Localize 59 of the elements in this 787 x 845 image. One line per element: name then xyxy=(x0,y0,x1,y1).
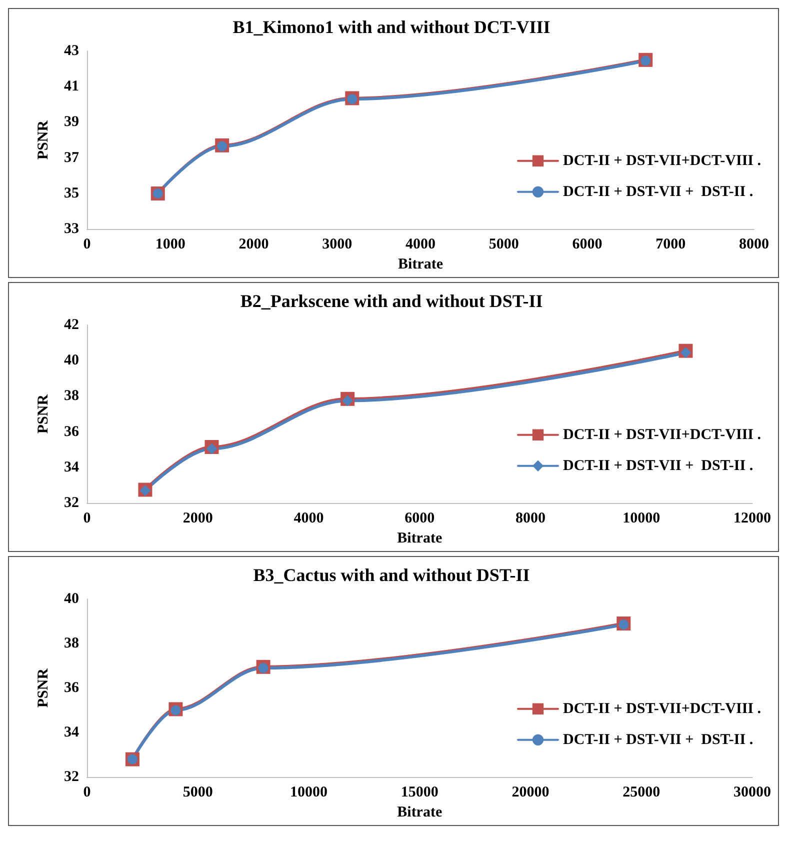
y-tick-label: 34 xyxy=(64,724,80,741)
y-tick-label: 42 xyxy=(64,317,79,333)
x-tick-label: 10000 xyxy=(290,784,328,801)
x-axis-title: Bitrate xyxy=(397,530,442,546)
legend-label: DCT-II + DST-VII + DST-II . xyxy=(563,732,754,748)
y-tick-label: 32 xyxy=(64,495,79,512)
point xyxy=(206,443,218,454)
y-tick-label: 43 xyxy=(64,43,79,59)
x-tick-label: 5000 xyxy=(488,236,519,253)
x-tick-label: 4000 xyxy=(294,510,324,527)
point xyxy=(680,347,692,358)
y-tick-label: 40 xyxy=(64,591,79,607)
y-axis-title: PSNR xyxy=(36,120,52,160)
y-tick-label: 36 xyxy=(64,680,80,696)
x-axis-title: Bitrate xyxy=(397,804,442,820)
y-tick-label: 34 xyxy=(64,459,80,476)
chart-title: B1_Kimono1 with and without DCT-VIII xyxy=(232,17,550,37)
x-tick-label: 5000 xyxy=(182,784,213,801)
y-axis-title: PSNR xyxy=(36,668,52,708)
x-tick-label: 2000 xyxy=(182,510,213,527)
x-tick-label: 8000 xyxy=(516,510,546,527)
y-tick-label: 40 xyxy=(64,352,79,369)
x-tick-label: 0 xyxy=(83,236,91,253)
x-tick-label: 12000 xyxy=(734,510,771,527)
x-tick-label: 15000 xyxy=(400,784,438,801)
y-tick-label: 39 xyxy=(64,114,79,130)
x-tick-label: 7000 xyxy=(656,236,686,253)
x-tick-label: 30000 xyxy=(734,784,771,801)
legend-label: DCT-II + DST-VII+DCT-VIII . xyxy=(563,426,762,443)
y-tick-label: 36 xyxy=(64,424,80,440)
legend-label: DCT-II + DST-VII+DCT-VIII . xyxy=(563,700,762,717)
chart-title: B2_Parkscene with and without DST-II xyxy=(240,291,543,311)
x-tick-label: 6000 xyxy=(572,236,602,253)
y-tick-label: 32 xyxy=(64,769,79,786)
y-tick-label: 35 xyxy=(64,185,79,202)
y-tick-label: 38 xyxy=(64,388,79,404)
x-tick-label: 0 xyxy=(83,510,91,527)
y-tick-label: 38 xyxy=(64,636,79,652)
legend-label: DCT-II + DST-VII + DST-II . xyxy=(563,184,754,200)
x-tick-label: 25000 xyxy=(622,784,660,801)
legend-label: DCT-II + DST-VII+DCT-VIII . xyxy=(563,152,762,169)
x-tick-label: 8000 xyxy=(739,236,769,253)
legend-label: DCT-II + DST-VII + DST-II . xyxy=(563,458,754,474)
y-tick-label: 33 xyxy=(64,221,79,238)
y-tick-label: 37 xyxy=(64,150,80,166)
x-axis-title: Bitrate xyxy=(398,256,444,272)
x-tick-label: 10000 xyxy=(622,510,660,527)
x-tick-label: 3000 xyxy=(322,236,352,253)
x-tick-label: 4000 xyxy=(406,236,436,253)
x-tick-label: 1000 xyxy=(155,236,186,253)
y-axis-title: PSNR xyxy=(36,394,52,434)
point xyxy=(140,485,151,496)
x-tick-label: 6000 xyxy=(404,510,435,527)
y-tick-label: 41 xyxy=(64,78,79,95)
x-tick-label: 0 xyxy=(83,784,91,801)
x-tick-label: 2000 xyxy=(238,236,269,253)
x-tick-label: 20000 xyxy=(512,784,550,801)
point xyxy=(342,395,354,406)
chart-title: B3_Cactus with and without DST-II xyxy=(253,565,530,585)
